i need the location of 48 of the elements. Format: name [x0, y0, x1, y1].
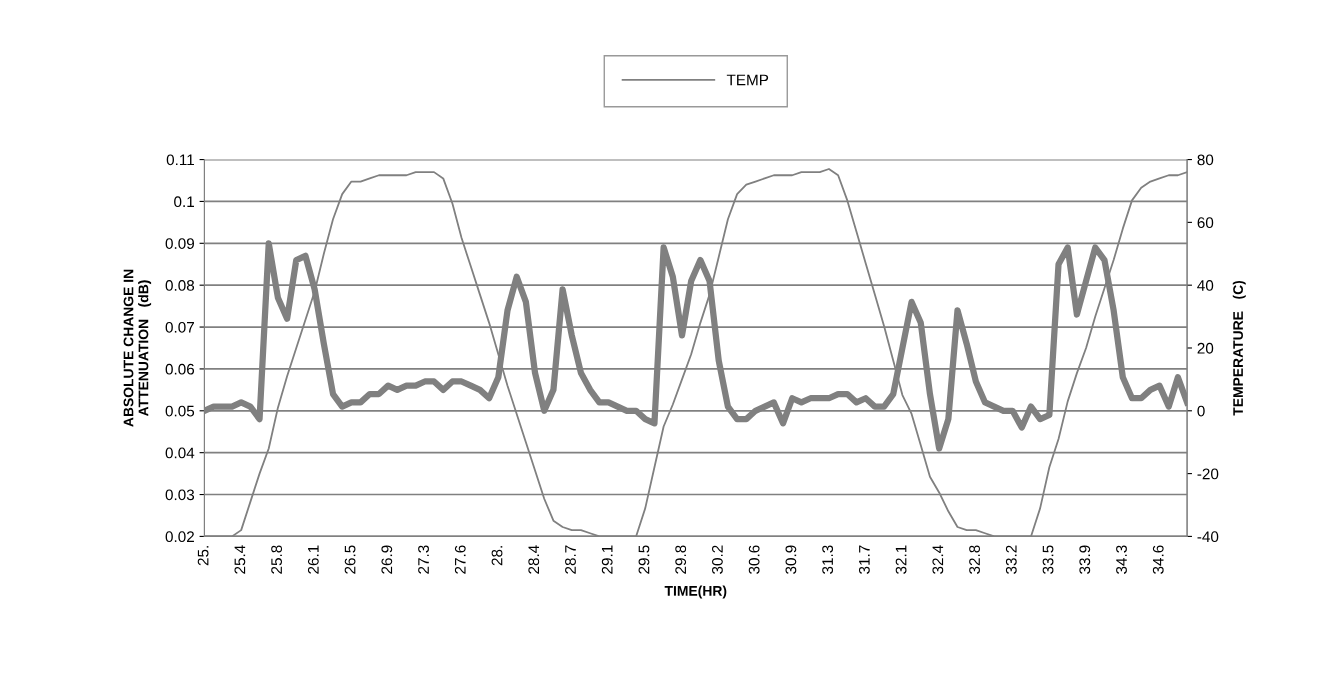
- text: TEMP: [726, 74, 769, 86]
- y-tick-label: 0.04: [165, 447, 195, 459]
- y2-tick-label: -20: [1197, 468, 1219, 480]
- x-tick-label: 31.3: [822, 545, 834, 574]
- y2-tick-label: 80: [1197, 154, 1214, 166]
- y-tick-label: 0.03: [165, 489, 195, 501]
- y-tick-label: 0.11: [166, 154, 194, 166]
- x-axis-title: TIME(HR): [664, 585, 727, 599]
- y2-axis-title: TEMPERATURE (C): [1232, 280, 1246, 416]
- x-tick-label: 28.: [491, 546, 503, 566]
- x-tick-label: 30.6: [748, 545, 760, 574]
- y2-tick-label: 20: [1197, 342, 1214, 354]
- x-tick-label: 29.1: [601, 545, 613, 574]
- x-tick-label: 25.: [197, 546, 209, 566]
- x-tick-label: 27.6: [454, 545, 466, 574]
- x-tick-label: 28.4: [528, 545, 540, 574]
- x-tick-label: 25.8: [271, 545, 283, 574]
- y-tick-label: 0.05: [165, 405, 195, 417]
- x-tick-label: 30.9: [785, 545, 797, 574]
- y-tick-label: 0.02: [165, 531, 194, 543]
- x-tick-label: 28.7: [565, 545, 576, 574]
- x-tick-label: 29.8: [675, 545, 687, 574]
- x-tick-label: 32.1: [895, 545, 907, 574]
- x-tick-label: 26.9: [381, 545, 393, 574]
- y2-tick-label: 40: [1197, 280, 1214, 291]
- y2-tick-label: -40: [1197, 531, 1219, 543]
- y-axis-title: ABSOLUTE CHANGE IN ATTENUATION (dB): [123, 269, 152, 427]
- x-tick-label: 27.3: [418, 545, 429, 574]
- x-tick-label: 33.9: [1079, 545, 1091, 574]
- x-tick-label: 29.5: [638, 545, 650, 574]
- x-tick-label: 34.3: [1116, 545, 1127, 574]
- x-tick-label: 33.5: [1042, 545, 1054, 574]
- x-tick-label: 31.7: [858, 545, 870, 574]
- y2-tick-label: 60: [1197, 217, 1214, 229]
- x-tick-label: 34.6: [1152, 545, 1164, 574]
- x-tick-label: 25.4: [234, 545, 246, 574]
- y2-tick-label: 0: [1197, 405, 1205, 417]
- x-tick-label: 30.2: [712, 545, 723, 574]
- y-tick-label: 0.06: [165, 363, 195, 375]
- x-tick-label: 33.2: [1005, 545, 1017, 574]
- x-tick-label: 26.1: [307, 545, 319, 574]
- x-tick-label: 32.8: [969, 545, 980, 574]
- y-tick-label: 0.08: [165, 280, 195, 291]
- x-tick-label: 26.5: [344, 545, 356, 574]
- y-tick-label: 0.07: [165, 321, 194, 333]
- y-tick-label: 0.1: [174, 196, 194, 208]
- x-tick-label: 32.4: [932, 545, 944, 574]
- y-tick-label: 0.09: [165, 238, 194, 249]
